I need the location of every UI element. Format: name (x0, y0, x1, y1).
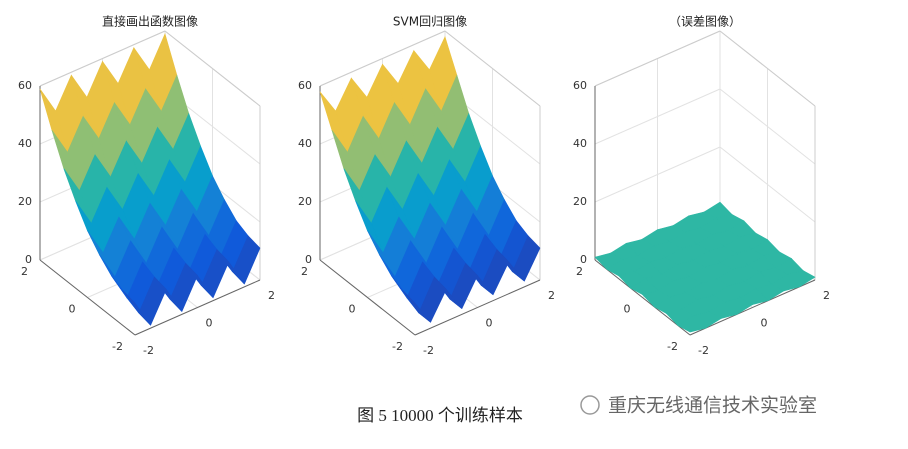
surface-patch (402, 290, 431, 323)
z-tick-label: 20 (18, 195, 32, 208)
axis-line (689, 279, 816, 336)
z-tick-label: 40 (298, 137, 312, 150)
x-tick-label: -2 (423, 344, 434, 357)
y-tick-label: 2 (21, 265, 28, 278)
z-tick-label: 60 (18, 79, 32, 92)
x-tick-label: -2 (143, 344, 154, 357)
y-tick-label: -2 (667, 340, 678, 353)
grid-line (719, 146, 816, 223)
y-tick-label: 0 (624, 303, 631, 316)
caption: 图 5 10000 个训练样本 (357, 406, 523, 425)
y-tick-label: 2 (301, 265, 308, 278)
z-tick-label: 60 (298, 79, 312, 92)
grid-line (719, 88, 816, 165)
axis-line (414, 279, 541, 336)
z-tick-label: 40 (573, 137, 587, 150)
y-tick-label: 0 (69, 303, 76, 316)
z-tick-label: 60 (573, 79, 587, 92)
x-tick-label: 0 (206, 317, 213, 330)
box-edge (719, 30, 816, 107)
watermark-icon (580, 395, 600, 415)
axis-line (594, 259, 691, 336)
x-tick-label: 2 (268, 289, 275, 302)
z-tick-label: 0 (305, 253, 312, 266)
z-tick-label: 0 (580, 253, 587, 266)
box-edge (164, 30, 261, 107)
z-tick-label: 20 (573, 195, 587, 208)
y-tick-label: 2 (576, 265, 583, 278)
surface-patch (122, 290, 151, 326)
axis-line (134, 279, 261, 336)
x-tick-label: 0 (761, 317, 768, 330)
z-tick-label: 40 (18, 137, 32, 150)
box-edge (444, 30, 541, 107)
x-tick-label: 0 (486, 317, 493, 330)
box-edge (594, 30, 721, 87)
y-tick-label: 0 (349, 303, 356, 316)
axis-line (39, 259, 136, 336)
watermark: 重庆无线通信技术实验室 (608, 395, 817, 417)
box-edge (319, 30, 446, 87)
surface-patch (677, 315, 707, 333)
plot-title: SVM回归图像 (393, 15, 467, 29)
y-tick-label: -2 (392, 340, 403, 353)
x-tick-label: 2 (548, 289, 555, 302)
axis-line (319, 259, 416, 336)
plot-title: （误差图像） (669, 15, 741, 29)
z-tick-label: 0 (25, 253, 32, 266)
x-tick-label: -2 (698, 344, 709, 357)
grid-line (594, 88, 721, 145)
y-tick-label: -2 (112, 340, 123, 353)
box-edge (39, 30, 166, 87)
plot-title: 直接画出函数图像 (102, 14, 198, 29)
grid-line (594, 146, 721, 203)
x-tick-label: 2 (823, 289, 830, 302)
z-tick-label: 20 (298, 195, 312, 208)
